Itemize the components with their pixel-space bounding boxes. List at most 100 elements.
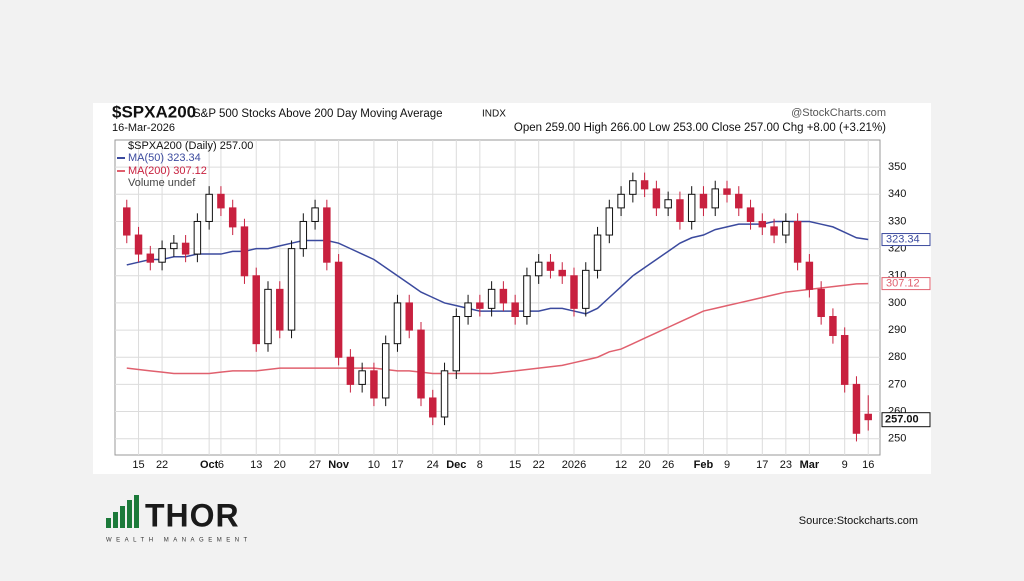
candle-body — [664, 199, 672, 209]
candle-body — [605, 207, 614, 236]
candle-body — [393, 302, 402, 345]
x-tick-label: 26 — [662, 459, 674, 471]
y-tick-label: 250 — [888, 433, 906, 445]
candle-body — [523, 275, 531, 318]
candle-body — [370, 370, 378, 399]
candle-body — [593, 234, 602, 271]
candle-body — [640, 180, 649, 190]
candle-body — [735, 193, 743, 209]
logo-bar — [134, 495, 139, 528]
candle-body — [440, 370, 449, 418]
y-tick-label: 280 — [888, 351, 906, 363]
candle-body — [652, 188, 661, 209]
end-label: 257.00 — [885, 414, 919, 426]
candle-body — [699, 193, 708, 209]
candle-body — [840, 335, 849, 385]
x-tick-label: 27 — [309, 459, 321, 471]
candle-body — [476, 302, 484, 309]
candle-body — [511, 302, 519, 318]
x-tick-label: 2026 — [562, 459, 586, 471]
candle-body — [158, 248, 166, 263]
candle-body — [170, 242, 178, 250]
logo-bar — [113, 512, 118, 528]
plot-frame — [114, 139, 881, 456]
end-label: 307.12 — [886, 278, 920, 290]
x-tick-label: Mar — [800, 459, 820, 471]
x-tick-label: 9 — [842, 459, 848, 471]
legend-main: $SPXA200 (Daily) 257.00 — [128, 140, 253, 152]
candle-body — [452, 316, 461, 372]
candle-body — [782, 220, 790, 236]
chart-subtitle: S&P 500 Stocks Above 200 Day Moving Aver… — [193, 108, 443, 120]
candle-body — [711, 188, 719, 209]
y-tick-label: 300 — [888, 297, 906, 309]
quote: Open 259.00 High 266.00 Low 253.00 Close… — [514, 122, 886, 134]
exchange: INDX — [482, 109, 506, 120]
x-tick-label: 17 — [756, 459, 768, 471]
candle-body — [770, 226, 778, 236]
candle-body — [276, 288, 284, 331]
end-label: 323.34 — [886, 233, 920, 245]
watermark: @StockCharts.com — [791, 107, 886, 119]
x-tick-label: 13 — [250, 459, 262, 471]
y-tick-label: 350 — [888, 161, 906, 173]
legend: $SPXA200 (Daily) 257.00 MA(50) 323.34 MA… — [117, 140, 253, 189]
candle-body — [323, 207, 331, 263]
y-tick-label: 290 — [888, 324, 906, 336]
x-tick-label: 23 — [780, 459, 792, 471]
candle-body — [487, 288, 496, 309]
brand-tagline: WEALTH MANAGEMENT — [106, 538, 252, 544]
logo-bar — [127, 500, 132, 528]
candle-body — [381, 343, 390, 399]
candle-body — [546, 261, 555, 271]
candle-body — [817, 288, 825, 318]
candle-body — [146, 253, 155, 263]
candle-body — [558, 269, 566, 277]
chart-panel — [93, 103, 931, 474]
candle-body — [252, 275, 260, 345]
candle-body — [405, 302, 413, 331]
candle-body — [499, 288, 508, 304]
candle-body — [429, 397, 437, 418]
candle-body — [570, 275, 578, 309]
candle-body — [864, 413, 872, 421]
x-tick-label: Feb — [694, 459, 714, 471]
logo: THOR WEALTH MANAGEMENT — [106, 495, 252, 544]
candle-body — [758, 220, 767, 228]
candle-body — [805, 261, 814, 290]
candle-body — [852, 383, 861, 434]
x-tick-label: 22 — [533, 459, 545, 471]
candle-body — [193, 220, 202, 255]
x-tick-label: 15 — [509, 459, 521, 471]
x-tick-label: 15 — [132, 459, 144, 471]
candle-body — [746, 207, 755, 222]
x-tick-label: 8 — [477, 459, 483, 471]
x-tick-label: 17 — [391, 459, 403, 471]
x-tick-label: 9 — [724, 459, 730, 471]
candle-body — [134, 234, 143, 255]
brand: THOR — [145, 497, 240, 533]
x-tick-label: 20 — [638, 459, 650, 471]
x-tick-label: 6 — [218, 459, 224, 471]
volume-note: Volume undef — [128, 177, 196, 189]
y-tick-label: 340 — [888, 188, 906, 200]
legend-entry: MA(200) 307.12 — [128, 165, 207, 177]
x-tick-label: 12 — [615, 459, 627, 471]
candle-body — [534, 261, 543, 277]
x-tick-label: Dec — [446, 459, 466, 471]
date: 16-Mar-2026 — [112, 122, 175, 134]
candle-body — [311, 207, 319, 222]
x-tick-label: 20 — [274, 459, 286, 471]
candle-body — [687, 193, 696, 222]
logo-bar — [120, 506, 125, 528]
candle-body — [582, 269, 590, 309]
moving-average-line — [126, 282, 869, 375]
x-tick-label: Oct — [200, 459, 219, 471]
candle-body — [299, 220, 308, 250]
logo-bar — [106, 518, 111, 528]
x-tick-label: 22 — [156, 459, 168, 471]
x-tick-label: Nov — [328, 459, 350, 471]
candle-body — [123, 207, 131, 236]
